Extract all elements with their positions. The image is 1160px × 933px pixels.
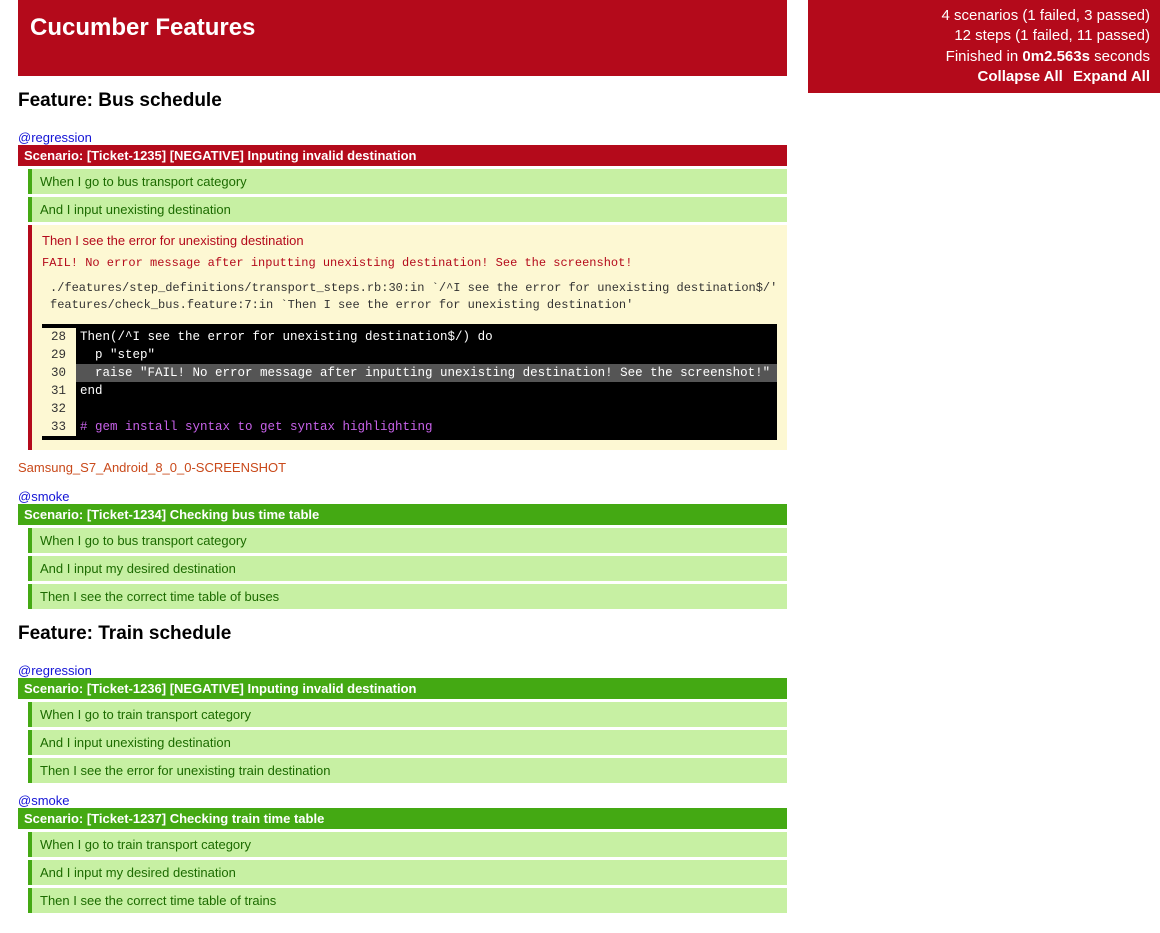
code-text: p "step": [76, 346, 777, 364]
step-passed: Then I see the correct time table of bus…: [28, 584, 787, 609]
steps-summary: 12 steps (1 failed, 11 passed): [818, 26, 1150, 46]
fail-message: FAIL! No error message after inputting u…: [42, 256, 777, 270]
scenario-header[interactable]: Scenario: [Ticket-1235] [NEGATIVE] Input…: [18, 145, 787, 166]
code-text: [76, 400, 777, 418]
line-number: 31: [42, 382, 76, 400]
scenario-tag[interactable]: @regression: [18, 663, 92, 678]
scenario-header[interactable]: Scenario: [Ticket-1234] Checking bus tim…: [18, 504, 787, 525]
scenario-tag[interactable]: @smoke: [18, 489, 70, 504]
line-number: 29: [42, 346, 76, 364]
step-passed: And I input unexisting destination: [28, 197, 787, 222]
page-title: Cucumber Features: [18, 0, 787, 76]
screenshot-link[interactable]: Samsung_S7_Android_8_0_0-SCREENSHOT: [18, 460, 286, 475]
scenario-header[interactable]: Scenario: [Ticket-1236] [NEGATIVE] Input…: [18, 678, 787, 699]
duration-value: 0m2.563s: [1022, 48, 1090, 65]
step-passed: When I go to bus transport category: [28, 528, 787, 553]
scenario-tag[interactable]: @smoke: [18, 793, 70, 808]
code-text: # gem install syntax to get syntax highl…: [76, 418, 777, 436]
step-passed: And I input my desired destination: [28, 556, 787, 581]
code-snippet: 28Then(/^I see the error for unexisting …: [42, 324, 777, 441]
line-number: 30: [42, 364, 76, 382]
step-passed: Then I see the error for unexisting trai…: [28, 758, 787, 783]
expand-all-link[interactable]: Expand All: [1073, 68, 1150, 85]
feature-title: Feature: Train schedule: [18, 623, 787, 645]
step-passed: And I input unexisting destination: [28, 730, 787, 755]
line-number: 28: [42, 328, 76, 346]
duration: Finished in 0m2.563s seconds: [818, 47, 1150, 67]
step-passed: Then I see the correct time table of tra…: [28, 888, 787, 913]
code-line: 32: [42, 400, 777, 418]
code-line: 30 raise "FAIL! No error message after i…: [42, 364, 777, 382]
summary-actions: Collapse All Expand All: [818, 67, 1150, 87]
summary-panel: 4 scenarios (1 failed, 3 passed) 12 step…: [808, 0, 1160, 93]
main-content: Cucumber Features Feature: Bus schedule @…: [0, 0, 787, 933]
code-text: end: [76, 382, 777, 400]
line-number: 33: [42, 418, 76, 436]
step-passed: When I go to bus transport category: [28, 169, 787, 194]
collapse-all-link[interactable]: Collapse All: [978, 68, 1063, 85]
code-line: 28Then(/^I see the error for unexisting …: [42, 328, 777, 346]
backtrace: ./features/step_definitions/transport_st…: [50, 280, 777, 314]
code-line: 33# gem install syntax to get syntax hig…: [42, 418, 777, 436]
code-line: 29 p "step": [42, 346, 777, 364]
line-number: 32: [42, 400, 76, 418]
duration-prefix: Finished in: [946, 48, 1023, 65]
scenario-tag[interactable]: @regression: [18, 130, 92, 145]
scenario-header[interactable]: Scenario: [Ticket-1237] Checking train t…: [18, 808, 787, 829]
feature-title: Feature: Bus schedule: [18, 90, 787, 112]
step-passed: When I go to train transport category: [28, 702, 787, 727]
step-passed: And I input my desired destination: [28, 860, 787, 885]
code-line: 31end: [42, 382, 777, 400]
scenarios-summary: 4 scenarios (1 failed, 3 passed): [818, 6, 1150, 26]
failed-step-text: Then I see the error for unexisting dest…: [42, 233, 777, 248]
step-passed: When I go to train transport category: [28, 832, 787, 857]
code-text: Then(/^I see the error for unexisting de…: [76, 328, 777, 346]
step-failed: Then I see the error for unexisting dest…: [28, 225, 787, 450]
code-text: raise "FAIL! No error message after inpu…: [76, 364, 777, 382]
duration-suffix: seconds: [1090, 48, 1150, 65]
